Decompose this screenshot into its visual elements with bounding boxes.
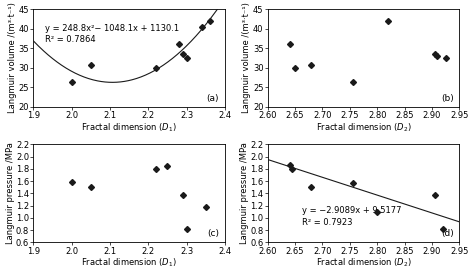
Y-axis label: Langmuir volume /(m³·t⁻¹): Langmuir volume /(m³·t⁻¹): [243, 2, 252, 114]
Text: R² = 0.7923: R² = 0.7923: [302, 218, 353, 227]
X-axis label: Fractal dimension ($D_1$): Fractal dimension ($D_1$): [82, 257, 177, 270]
X-axis label: Fractal dimension ($D_1$): Fractal dimension ($D_1$): [82, 122, 177, 134]
X-axis label: Fractal dimension ($D_2$): Fractal dimension ($D_2$): [316, 122, 411, 134]
Y-axis label: Langmuir pressure /MPa: Langmuir pressure /MPa: [6, 142, 15, 244]
Text: (c): (c): [207, 229, 219, 238]
Text: y = 248.8x²− 1048.1x + 1130.1: y = 248.8x²− 1048.1x + 1130.1: [45, 24, 179, 33]
Y-axis label: Langmuir volume /(m³·t⁻¹): Langmuir volume /(m³·t⁻¹): [8, 2, 17, 114]
Y-axis label: Langmuir pressure /MPa: Langmuir pressure /MPa: [240, 142, 249, 244]
Text: (a): (a): [207, 94, 219, 103]
Text: (b): (b): [441, 94, 454, 103]
Text: y = −2.9089x + 9.5177: y = −2.9089x + 9.5177: [302, 206, 401, 215]
Text: (d): (d): [441, 229, 454, 238]
X-axis label: Fractal dimension ($D_2$): Fractal dimension ($D_2$): [316, 257, 411, 270]
Text: R² = 0.7864: R² = 0.7864: [45, 35, 95, 44]
